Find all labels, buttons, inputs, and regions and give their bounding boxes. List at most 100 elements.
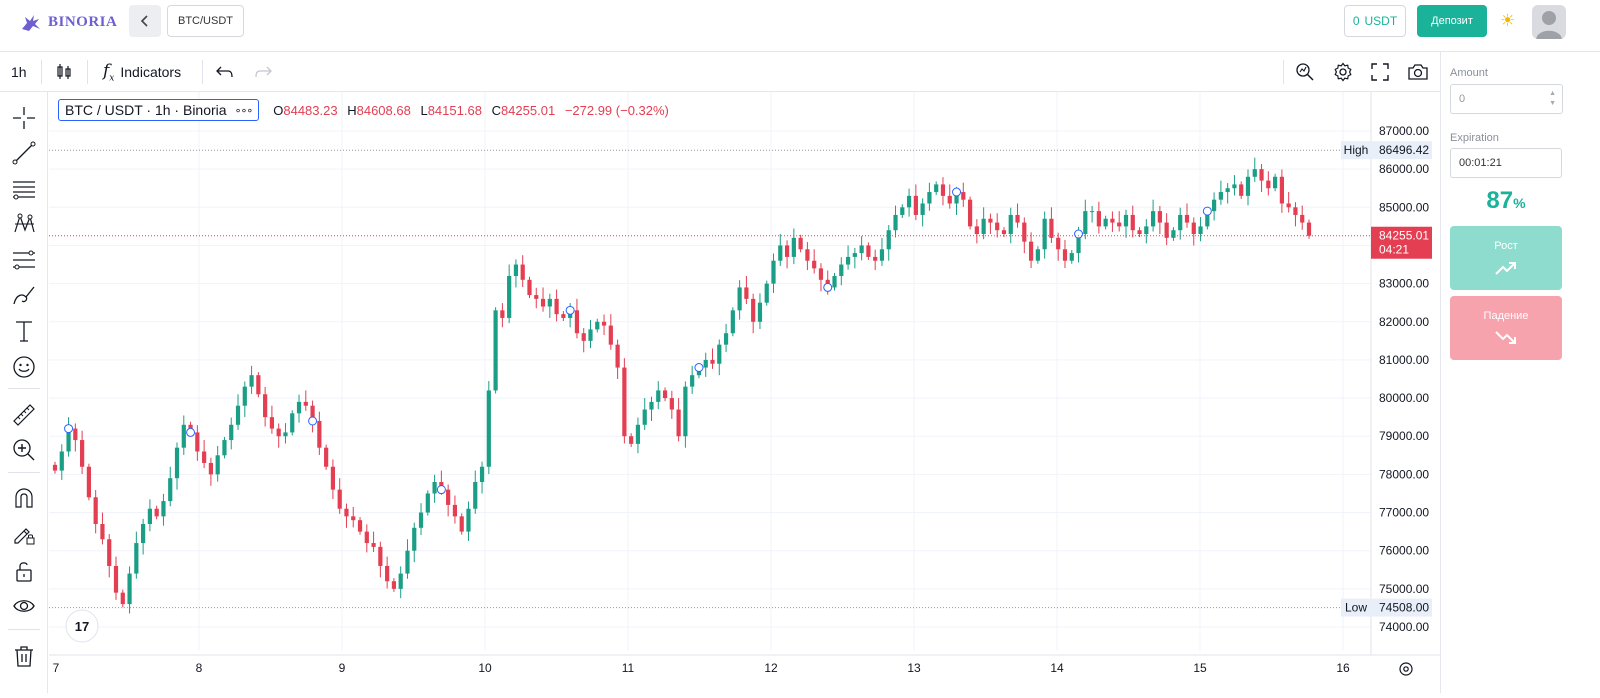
amount-input[interactable]: 0 ▲ ▼ [1450, 84, 1563, 114]
candle-body [629, 436, 634, 444]
candle-body [1306, 222, 1312, 236]
down-button[interactable]: Падение [1450, 296, 1562, 360]
open-value: 84483.23 [283, 102, 338, 118]
trend-up-icon [1495, 262, 1516, 275]
lock-drawing-icon[interactable] [10, 520, 38, 548]
candle-body [398, 573, 403, 589]
deposit-button[interactable]: Депозит [1417, 5, 1487, 37]
indicators-button[interactable]: fx Indicators [103, 52, 181, 92]
axis-settings-icon[interactable] [1399, 662, 1413, 676]
candle-body [920, 203, 925, 215]
candle-body [642, 409, 647, 425]
candle-body [554, 298, 559, 315]
unicorn-logo-icon [22, 15, 40, 31]
brush-icon[interactable] [10, 281, 38, 309]
expiration-input[interactable]: 00:01:21 [1450, 148, 1562, 178]
candle-body [900, 207, 905, 215]
event-marker[interactable] [186, 427, 196, 437]
candle-body [66, 428, 71, 452]
balance-button[interactable]: 0 USDT [1344, 5, 1406, 37]
candle-body [1062, 249, 1068, 261]
candle-body [1259, 169, 1264, 181]
crosshair-icon[interactable] [10, 104, 38, 132]
candle-body [893, 214, 898, 231]
candle-body [479, 466, 485, 483]
event-marker[interactable] [1202, 206, 1212, 216]
candle-body [608, 325, 613, 345]
horizontal-lines-icon[interactable] [10, 175, 38, 203]
redo-icon[interactable] [254, 52, 272, 92]
amount-label: Amount [1450, 67, 1488, 79]
amount-stepper-icon[interactable]: ▲ ▼ [1549, 90, 1556, 107]
candle-body [873, 256, 878, 261]
event-marker[interactable] [308, 416, 318, 426]
candle-body [595, 321, 600, 330]
y-tick-label: 80000.00 [1379, 391, 1429, 405]
text-icon[interactable] [10, 317, 38, 345]
event-marker[interactable] [823, 282, 833, 292]
high-label-bg [1341, 141, 1371, 160]
fib-icon[interactable] [10, 246, 38, 274]
candle-body [120, 592, 125, 605]
trash-icon[interactable] [10, 642, 38, 670]
back-button[interactable] [129, 5, 161, 37]
candle-body [1184, 214, 1190, 223]
candle-body [1205, 211, 1210, 227]
emoji-icon[interactable] [10, 353, 38, 381]
event-marker[interactable] [1074, 229, 1084, 239]
candle-body [1157, 211, 1162, 223]
undo-icon[interactable] [216, 52, 234, 92]
symbol-title[interactable]: BTC / USDT · 1h · Binoria ∘∘∘ [58, 99, 260, 121]
more-options-icon[interactable]: ∘∘∘ [234, 104, 254, 117]
candle-body [208, 462, 214, 475]
candle-body [561, 314, 566, 318]
trend-line-icon[interactable] [10, 139, 38, 167]
event-marker[interactable] [64, 424, 74, 434]
sun-icon[interactable]: ☀ [1500, 11, 1516, 30]
y-tick-label: 76000.00 [1379, 544, 1429, 558]
candles-icon[interactable] [56, 52, 72, 92]
candle-body [940, 184, 946, 196]
ruler-icon[interactable] [10, 401, 38, 429]
candle-body [798, 237, 803, 250]
candle-body [154, 508, 159, 517]
tradingview-logo-icon[interactable] [65, 609, 99, 643]
candle-body [107, 539, 112, 566]
pair-selector-button[interactable]: BTC/USDT [167, 5, 244, 37]
candle-body [784, 245, 790, 257]
candle-body [832, 275, 837, 288]
camera-icon[interactable] [1407, 52, 1429, 92]
eye-icon[interactable] [10, 592, 38, 620]
drawing-toolbar [0, 92, 48, 693]
unlock-icon[interactable] [10, 557, 38, 585]
magnet-icon[interactable] [10, 484, 38, 512]
price-chart[interactable]: 87000.0086000.0085000.0084000.0083000.00… [49, 92, 1440, 693]
candle-body [995, 222, 1000, 231]
tradingview-logo-text: 17 [75, 619, 89, 634]
candle-body [683, 386, 688, 437]
candle-body [324, 447, 329, 467]
candle-body [1137, 230, 1142, 235]
candle-body [127, 573, 132, 605]
logo[interactable]: BINORIA [20, 11, 117, 33]
x-tick-label: 12 [764, 661, 778, 675]
event-marker[interactable] [565, 305, 575, 315]
event-marker[interactable] [694, 363, 704, 373]
fullscreen-icon[interactable] [1371, 52, 1389, 92]
quick-search-icon[interactable] [1295, 52, 1315, 92]
event-marker[interactable] [436, 485, 446, 495]
candle-body [1117, 222, 1122, 227]
settings-icon[interactable] [1333, 52, 1353, 92]
pattern-icon[interactable] [10, 210, 38, 238]
event-marker[interactable] [952, 187, 962, 197]
candle-body [385, 565, 390, 582]
interval-selector[interactable]: 1h [11, 64, 27, 80]
zoom-in-icon[interactable] [10, 436, 38, 464]
candle-body [357, 520, 363, 532]
x-tick-label: 15 [1193, 661, 1207, 675]
candle-body [676, 409, 681, 437]
user-avatar-icon[interactable] [1532, 5, 1566, 39]
candle-body [195, 432, 200, 452]
up-button[interactable]: Рост [1450, 226, 1562, 290]
indicators-label: Indicators [120, 64, 182, 80]
